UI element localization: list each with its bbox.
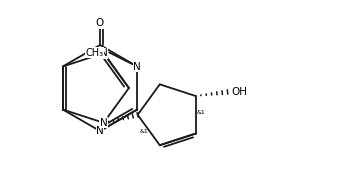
Text: N: N	[100, 48, 107, 58]
Text: CH₃: CH₃	[85, 47, 103, 57]
Text: N: N	[100, 118, 107, 128]
Text: OH: OH	[232, 87, 248, 97]
Text: O: O	[96, 18, 104, 28]
Text: &1: &1	[140, 129, 148, 134]
Text: N: N	[96, 126, 104, 136]
Text: N: N	[133, 62, 141, 72]
Text: &1: &1	[197, 110, 205, 115]
